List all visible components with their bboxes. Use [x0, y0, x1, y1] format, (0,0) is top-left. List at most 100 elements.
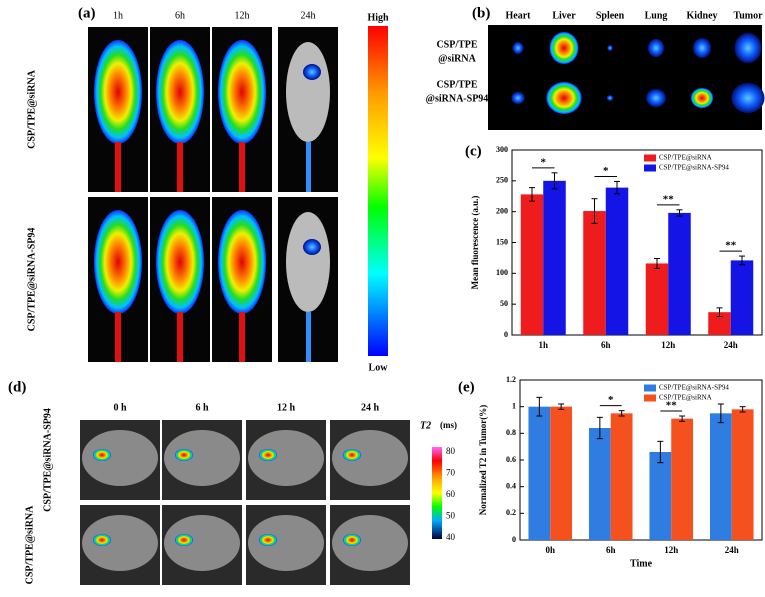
- row-label: @siRNA-SP94: [426, 93, 489, 104]
- mouse-body: [218, 40, 266, 144]
- y-tick-label: 0.4: [506, 481, 516, 490]
- x-tick-label: 6h: [601, 340, 611, 350]
- organ: [734, 33, 762, 63]
- y-tick-label: 150: [496, 237, 508, 246]
- y-tick-label: 1.2: [506, 375, 516, 384]
- organ: [546, 82, 582, 114]
- organ: [691, 88, 713, 108]
- bar: [668, 212, 691, 335]
- tumor: [93, 449, 111, 461]
- significance: *: [603, 165, 609, 177]
- bar: [520, 194, 544, 335]
- y-tick-label: 0: [512, 535, 516, 544]
- mouse-body: [156, 40, 204, 144]
- organ: [512, 42, 524, 54]
- row-label: CSP/TPE@siRNA: [26, 69, 37, 149]
- mouse-body: [286, 42, 330, 142]
- colorbar: [368, 26, 388, 356]
- bar: [731, 409, 754, 540]
- t2-tick: 80: [446, 446, 456, 456]
- organ-label: Tumor: [733, 10, 763, 21]
- organ: [511, 92, 525, 104]
- panel-label: (b): [472, 5, 490, 21]
- t2-tick: 70: [446, 468, 456, 478]
- organ-label: Kidney: [686, 10, 717, 21]
- column-label: 0 h: [113, 402, 127, 413]
- mri-body: [164, 430, 240, 486]
- organ: [693, 38, 711, 58]
- tumor: [259, 534, 277, 546]
- legend-swatch: [644, 154, 656, 162]
- bar: [649, 452, 672, 540]
- t2-unit: (ms): [440, 420, 457, 430]
- legend-swatch: [644, 164, 656, 172]
- t2-tick: 50: [446, 511, 456, 521]
- tumor: [343, 534, 361, 546]
- significance: **: [666, 400, 678, 412]
- y-tick-label: 0: [504, 330, 508, 339]
- organ-label: Spleen: [596, 10, 625, 21]
- bar: [583, 211, 606, 335]
- mri-body: [332, 430, 408, 486]
- x-tick-label: 0h: [545, 545, 555, 555]
- significance: *: [541, 156, 547, 168]
- t2-title: T2: [420, 420, 431, 431]
- bar: [610, 413, 633, 540]
- row-label: CSP/TPE: [436, 39, 477, 50]
- y-tick-label: 50: [500, 299, 508, 308]
- bar: [645, 263, 669, 335]
- mri-body: [332, 515, 408, 571]
- significance: **: [725, 240, 737, 252]
- mouse-body: [156, 210, 204, 314]
- legend-label: CSP/TPE@siRNA-SP94: [659, 384, 729, 392]
- colorbar-low: Low: [369, 362, 389, 373]
- bar: [528, 406, 551, 540]
- y-tick-label: 200: [496, 206, 508, 215]
- mri-body: [248, 515, 324, 571]
- organ-label: Heart: [506, 10, 532, 21]
- mouse-tail: [115, 142, 121, 192]
- mri-body: [164, 515, 240, 571]
- panel-label: (c): [465, 143, 482, 159]
- mouse-tail: [239, 142, 245, 192]
- y-tick-label: 300: [496, 145, 508, 154]
- tumor: [175, 534, 193, 546]
- colorbar-high: High: [367, 12, 389, 23]
- bar: [730, 260, 754, 335]
- organ: [647, 39, 665, 57]
- organ: [646, 89, 666, 107]
- mouse-tail: [239, 312, 245, 362]
- column-label: 24 h: [361, 402, 380, 413]
- mouse-body: [94, 210, 142, 314]
- y-axis-label: Normalized T2 in Tumor(%): [478, 405, 488, 516]
- bar: [708, 312, 731, 335]
- bar: [588, 428, 611, 540]
- y-tick-label: 0.8: [506, 428, 516, 437]
- mouse-tail: [306, 312, 311, 362]
- column-label: 24h: [301, 10, 316, 21]
- row-label: CSP/TPE@siRNA: [24, 505, 35, 585]
- x-tick-label: 12h: [664, 545, 678, 555]
- row-label: @siRNA: [438, 53, 476, 64]
- column-label: 12h: [235, 10, 250, 21]
- organ-image: [488, 25, 762, 130]
- column-label: 1h: [113, 10, 123, 21]
- bar: [550, 406, 573, 540]
- column-label: 12 h: [277, 402, 296, 413]
- bar: [671, 418, 694, 540]
- bar: [543, 180, 566, 335]
- signal: [303, 239, 321, 255]
- column-label: 6 h: [195, 402, 209, 413]
- t2-tick: 60: [446, 489, 456, 499]
- mouse-body: [286, 212, 330, 312]
- mouse-tail: [306, 142, 311, 192]
- legend-label: CSP/TPE@siRNA: [659, 154, 712, 162]
- mouse-tail: [115, 312, 121, 362]
- row-label: CSP/TPE@siRNA-SP94: [26, 228, 37, 332]
- legend-swatch: [644, 384, 656, 392]
- legend-label: CSP/TPE@siRNA: [659, 394, 712, 402]
- legend-swatch: [644, 394, 656, 402]
- organ: [606, 95, 614, 101]
- column-label: 6h: [175, 10, 185, 21]
